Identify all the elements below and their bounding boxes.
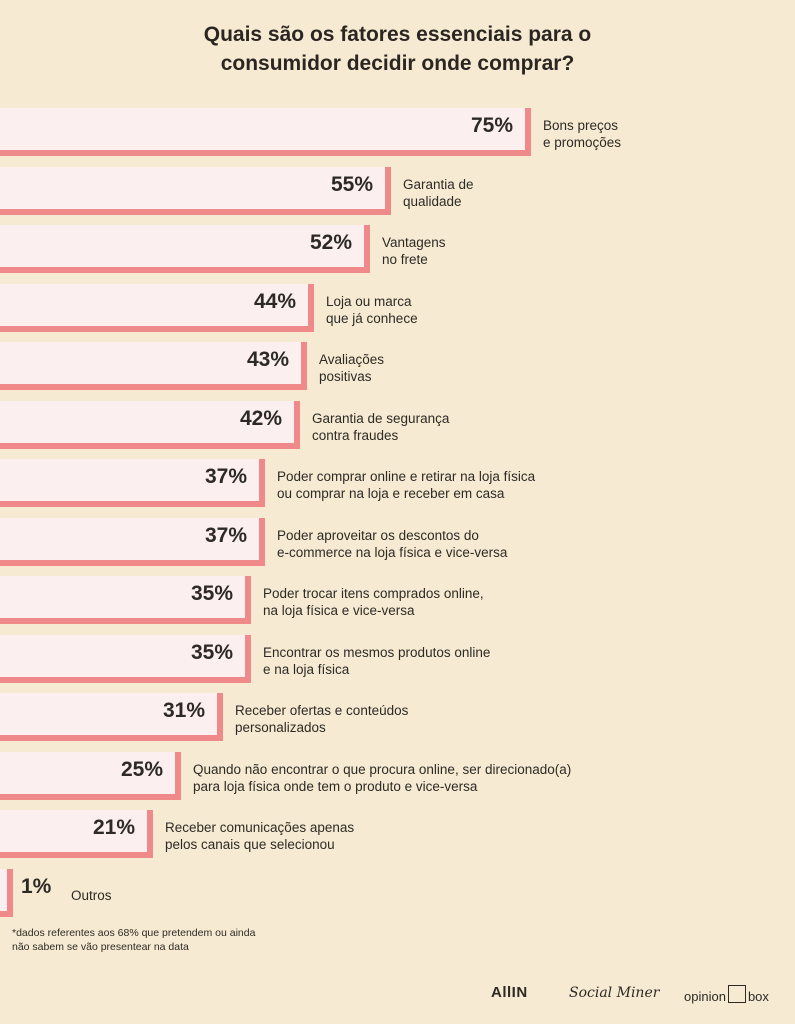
category-label: Vantagens no frete [382,234,446,268]
category-label-line: Receber comunicações apenas [165,820,355,835]
allin-logo: AllIN [491,984,528,1001]
bar [0,693,223,741]
category-label-line: qualidade [403,193,462,209]
category-label-line: Avaliações [319,352,385,367]
bar [0,868,13,917]
category-label-line: na loja física e vice-versa [263,603,415,618]
value-label: 37% [204,465,247,488]
category-label-line: Receber ofertas e conteúdos [235,703,409,718]
category-label: Garantia de qualidade [403,176,474,210]
category-label: Loja ou marca que já conhece [326,293,418,327]
category-label-line: que já conhece [326,310,418,326]
bar [0,342,307,390]
category-label-line: contra fraudes [312,427,399,443]
opinion-box-square-icon [727,985,746,1003]
category-label: Poder aproveitar os descontos do e-commer… [277,527,507,561]
category-label-line: Poder trocar itens comprados online, [263,586,484,601]
bar [0,459,265,507]
category-label: Poder trocar itens comprados online, na l… [263,585,484,619]
category-label-line: Poder comprar online e retirar na loja f… [277,469,536,484]
value-label: 55% [330,172,373,196]
value-label: 37% [204,523,247,547]
footnote: *dados referentes aos 68% que pretendem … [12,926,255,954]
category-label-line: para loja física onde tem o produto e vi… [193,778,478,794]
category-label-line: pelos canais que selecionou [165,837,335,852]
value-label: 1% [21,874,52,898]
logo-bar: AllIN Social Miner opinion box [0,978,795,1008]
bar [0,108,531,156]
category-label: Bons preços e promoções [543,117,621,151]
bar [0,517,265,566]
value-label: 44% [253,289,296,313]
category-label: Poder comprar online e retirar na loja f… [277,468,535,502]
value-label: 21% [92,816,135,839]
category-label-line: personalizados [235,720,326,735]
category-label-line: Garantia de segurança [312,410,450,426]
value-label: 31% [162,699,205,722]
category-label-line: Quando não encontrar o que procura onlin… [193,761,572,777]
category-label: Outros [71,887,112,904]
category-label-line: Loja ou marca [326,293,412,309]
bar [0,283,314,332]
category-label-line: no frete [382,252,428,267]
chart-title: Quais são os fatores essenciais para o c… [0,20,795,78]
value-label: 35% [190,640,233,664]
opinion-box-logo-right: box [747,989,769,1004]
category-label: Avaliações positivas [319,351,384,385]
category-label-line: Encontrar os mesmos produtos online [263,644,491,660]
category-label: Quando não encontrar o que procura onlin… [193,761,571,795]
chart-title-line2: consumidor decidir onde comprar? [220,52,575,75]
category-label-line: Bons preços [543,118,619,133]
category-label-line: ou comprar na loja e receber em casa [277,486,505,501]
category-label-line: Garantia de [403,176,474,192]
value-label: 43% [246,348,289,371]
value-label: 75% [470,114,513,137]
category-label-line: Vantagens [382,235,446,250]
category-label-line: e promoções [543,135,622,150]
category-label: Receber ofertas e conteúdos personalizado… [235,702,408,736]
bar [0,634,251,683]
value-label: 25% [120,757,163,781]
bar [0,166,391,215]
category-label-line: e na loja física [263,661,350,677]
bar [0,751,181,800]
bar [0,576,251,624]
bar [0,810,153,858]
bar [0,225,370,273]
value-label: 42% [239,406,282,430]
bar [0,400,300,449]
category-label-line: positivas [319,369,372,384]
value-label: 35% [190,582,233,605]
chart-title-line1: Quais são os fatores essenciais para o [203,23,592,46]
social-miner-logo: Social Miner [569,985,660,1001]
opinion-box-logo: opinion box [684,985,769,1004]
footnote-line1: *dados referentes aos 68% que pretendem … [12,927,256,939]
category-label-line: e-commerce na loja física e vice-versa [277,544,508,560]
value-label: 52% [309,231,352,254]
footnote-line2: não sabem se vão presentear na data [12,941,189,953]
category-label-line: Outros [71,887,112,903]
category-label-line: Poder aproveitar os descontos do [277,527,479,543]
category-label: Garantia de segurança contra fraudes [312,410,449,444]
opinion-box-logo-left: opinion [684,989,726,1004]
category-label: Receber comunicações apenas pelos canais … [165,819,354,853]
category-label: Encontrar os mesmos produtos online e na … [263,644,490,678]
